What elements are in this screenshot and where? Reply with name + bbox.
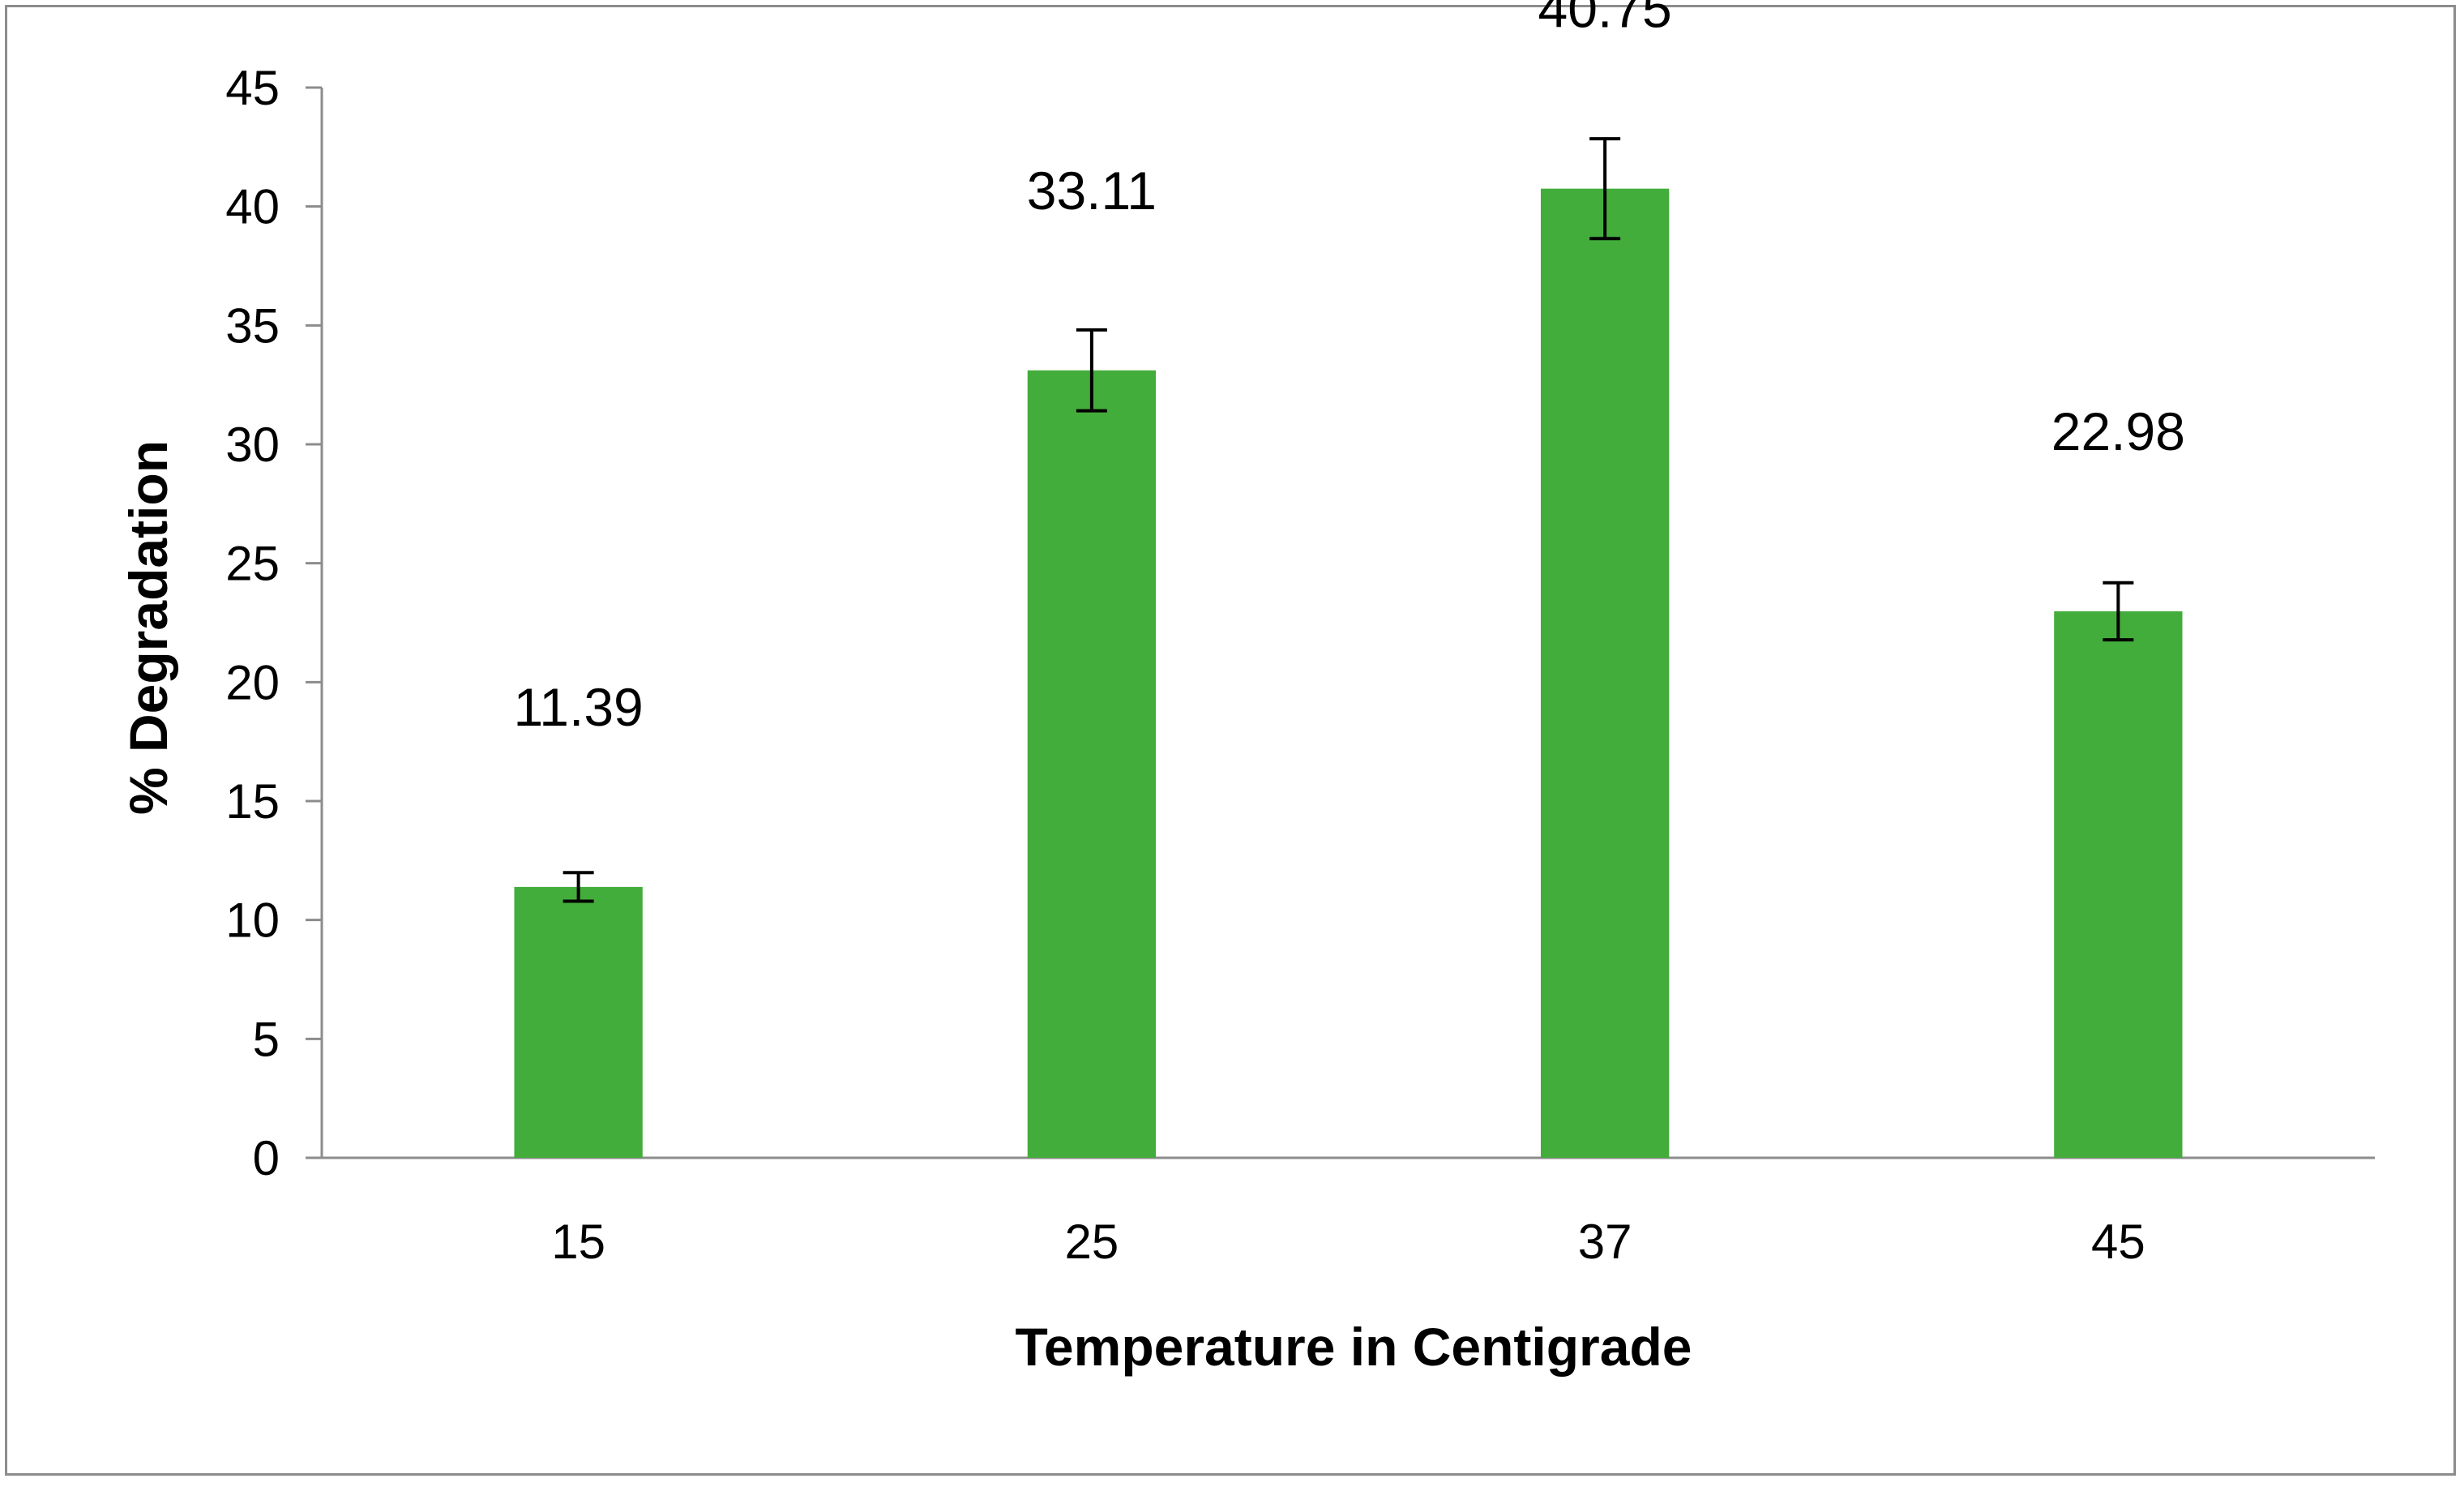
bar — [514, 886, 643, 1158]
data-label: 22.98 — [2051, 401, 2185, 461]
error-bars — [563, 137, 2134, 903]
data-label: 11.39 — [513, 677, 643, 737]
data-label: 40.75 — [1538, 0, 1672, 39]
y-tick-label: 30 — [225, 418, 280, 472]
error-bar — [1589, 137, 1621, 241]
error-bar — [2103, 581, 2134, 642]
x-tick-label: 45 — [2091, 1215, 2145, 1269]
y-axis: 0 5 10 15 20 25 30 35 40 45 — [225, 61, 323, 1185]
x-axis-title: Temperature in Centigrade — [1016, 1317, 1692, 1377]
y-tick-label: 0 — [253, 1131, 280, 1185]
error-bar — [1076, 328, 1107, 413]
y-tick-label: 40 — [225, 180, 280, 234]
data-labels: 11.39 33.11 40.75 22.98 — [513, 0, 2184, 737]
x-tick-label: 15 — [551, 1215, 605, 1269]
y-tick-label: 15 — [225, 774, 280, 829]
y-tick-label: 35 — [225, 298, 280, 353]
y-tick-label: 5 — [253, 1012, 280, 1066]
x-tick-label: 37 — [1578, 1215, 1632, 1269]
bar — [1540, 188, 1670, 1159]
x-tick-label: 25 — [1065, 1215, 1119, 1269]
data-label: 33.11 — [1027, 161, 1157, 221]
x-axis: 15 25 37 45 — [322, 1156, 2375, 1269]
y-tick-label: 25 — [225, 537, 280, 591]
y-tick-label: 45 — [225, 61, 280, 115]
bar — [1027, 370, 1157, 1159]
error-bar — [563, 871, 594, 903]
y-tick-label: 20 — [225, 655, 280, 709]
y-axis-title: % Degradation — [118, 440, 178, 815]
y-tick-label: 10 — [225, 893, 280, 948]
bar — [2054, 611, 2183, 1158]
bars — [514, 188, 2183, 1159]
chart-frame — [5, 5, 2456, 1476]
